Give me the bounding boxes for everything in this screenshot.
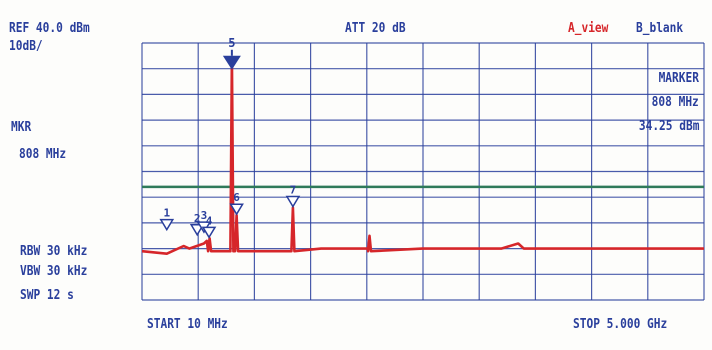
stop-frequency: STOP 5.000 GHz	[573, 317, 668, 332]
marker-readout-level: 34.25 dBm	[638, 119, 699, 134]
trace-a	[141, 56, 704, 255]
marker-readout-freq: 808 MHz	[651, 95, 699, 110]
marker-6-label: 6	[233, 191, 240, 204]
left-marker-freq: 808 MHz	[19, 147, 67, 162]
marker-6-triangle	[229, 203, 244, 216]
rbw-setting: RBW 30 kHz	[20, 244, 88, 259]
vbw-setting: VBW 30 kHz	[20, 264, 88, 279]
marker-4-label: 4	[206, 214, 213, 227]
trace-a-status: A_view	[568, 21, 609, 36]
marker-1-label: 1	[163, 207, 170, 220]
left-marker-title: MKR	[11, 120, 32, 135]
marker-readout-title: MARKER	[658, 71, 699, 86]
trace-b-status: B_blank	[636, 21, 684, 36]
marker-3-label: 3	[201, 209, 208, 222]
attenuation: ATT 20 dB	[345, 21, 406, 36]
start-frequency: START 10 MHz	[147, 317, 228, 332]
sweep-setting: SWP 12 s	[20, 288, 74, 303]
marker-1-triangle	[159, 218, 175, 232]
marker-4-triangle	[201, 226, 217, 239]
marker-5-label: 5	[228, 36, 235, 50]
vertical-scale: 10dB/	[9, 39, 43, 54]
graticule	[141, 42, 705, 301]
reference-level: REF 40.0 dBm	[9, 21, 90, 36]
marker-7-triangle	[285, 195, 301, 208]
marker-7-label: 7	[290, 183, 297, 196]
marker-5-arrow	[222, 55, 241, 70]
marker-2-label: 2	[194, 212, 201, 225]
marker-layer: 1 2 34 5 6 7	[159, 36, 301, 239]
